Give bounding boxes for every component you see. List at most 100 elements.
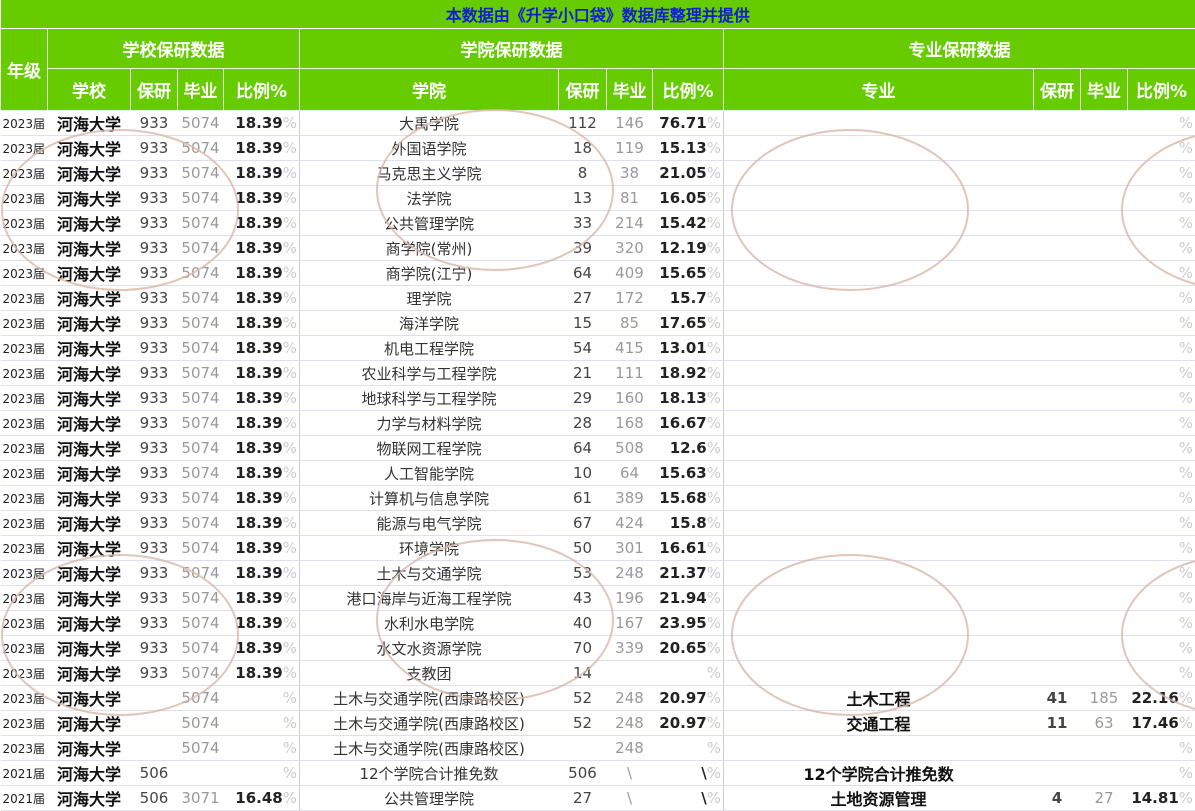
cell-school-graduates: 5074 — [178, 311, 224, 336]
cell-school-ratio: 18.39% — [224, 486, 300, 511]
school-baoyan-value: 933 — [140, 589, 169, 607]
school-baoyan-value: 933 — [140, 164, 169, 182]
college-value: 水利水电学院 — [384, 615, 474, 633]
cell-college-ratio: 21.37% — [653, 561, 724, 586]
cell-college: 公共管理学院 — [300, 786, 559, 811]
cell-school-graduates: 5074 — [178, 361, 224, 386]
college-graduates-value: 389 — [615, 489, 644, 507]
percent-sign: % — [283, 289, 297, 307]
cell-major-baoyan: 11 — [1034, 711, 1081, 736]
percent-sign: % — [283, 789, 297, 807]
school-graduates-value: 5074 — [181, 564, 219, 582]
college-value: 土木与交通学院(西康路校区) — [333, 690, 525, 708]
cell-grade: 2023届 — [1, 611, 48, 636]
college-baoyan-value: 14 — [573, 664, 592, 682]
cell-school-ratio: % — [224, 736, 300, 761]
college-graduates-value: 301 — [615, 539, 644, 557]
cell-school-ratio: 18.39% — [224, 186, 300, 211]
cell-major — [724, 561, 1034, 586]
college-ratio-value: 15.42 — [659, 214, 706, 232]
cell-school-graduates — [178, 761, 224, 786]
cell-major-baoyan — [1034, 486, 1081, 511]
cell-major — [724, 261, 1034, 286]
cell-college: 土木与交通学院(西康路校区) — [300, 686, 559, 711]
grade-value: 2023届 — [2, 592, 45, 606]
percent-sign: % — [283, 339, 297, 357]
grade-value: 2023届 — [2, 492, 45, 506]
cell-major — [724, 536, 1034, 561]
cell-major-graduates — [1081, 761, 1128, 786]
school-value: 河海大学 — [57, 540, 121, 559]
percent-sign: % — [283, 539, 297, 557]
school-graduates-value: 5074 — [181, 739, 219, 757]
cell-major-graduates — [1081, 236, 1128, 261]
cell-college-ratio: 18.13% — [653, 386, 724, 411]
college-value: 土木与交通学院(西康路校区) — [333, 740, 525, 758]
cell-major-baoyan — [1034, 286, 1081, 311]
college-graduates-value: 119 — [615, 139, 644, 157]
college-value: 理学院 — [406, 290, 451, 308]
school-graduates-value: 5074 — [181, 489, 219, 507]
percent-sign: % — [283, 214, 297, 232]
cell-grade: 2023届 — [1, 236, 48, 261]
cell-college-ratio: 20.65% — [653, 636, 724, 661]
school-baoyan-value: 933 — [140, 464, 169, 482]
cell-major-baoyan — [1034, 111, 1081, 136]
cell-major-baoyan — [1034, 136, 1081, 161]
cell-major-graduates — [1081, 736, 1128, 761]
grade-value: 2023届 — [2, 517, 45, 531]
school-ratio-value: 18.39 — [235, 364, 282, 382]
cell-college-graduates: 38 — [607, 161, 653, 186]
cell-college: 水利水电学院 — [300, 611, 559, 636]
percent-sign: % — [1179, 589, 1193, 607]
percent-sign: % — [707, 514, 721, 532]
school-ratio-value: 18.39 — [235, 389, 282, 407]
school-value: 河海大学 — [57, 440, 121, 459]
college-baoyan-value: 21 — [573, 364, 592, 382]
cell-school-graduates: 5074 — [178, 661, 224, 686]
school-graduates-value: 5074 — [181, 589, 219, 607]
school-baoyan-value: 933 — [140, 489, 169, 507]
cell-college: 土木与交通学院(西康路校区) — [300, 711, 559, 736]
college-ratio-value: 18.13 — [659, 389, 706, 407]
major-value: 交通工程 — [846, 715, 910, 734]
cell-college-ratio: 12.6% — [653, 436, 724, 461]
cell-major — [724, 211, 1034, 236]
cell-major-baoyan — [1034, 386, 1081, 411]
cell-major-ratio: % — [1128, 661, 1195, 686]
cell-school: 河海大学 — [48, 211, 131, 236]
cell-college-baoyan: 8 — [559, 161, 607, 186]
cell-college-baoyan: 13 — [559, 186, 607, 211]
school-value: 河海大学 — [57, 490, 121, 509]
cell-college-graduates: 146 — [607, 111, 653, 136]
cell-school-graduates: 5074 — [178, 411, 224, 436]
cell-major — [724, 511, 1034, 536]
college-ratio-value: 21.94 — [659, 589, 706, 607]
school-baoyan-value: 933 — [140, 214, 169, 232]
college-value: 支教团 — [406, 665, 451, 683]
percent-sign: % — [1179, 739, 1193, 757]
cell-major-ratio: % — [1128, 636, 1195, 661]
cell-major-ratio: % — [1128, 111, 1195, 136]
cell-college-graduates: 248 — [607, 736, 653, 761]
cell-major-baoyan — [1034, 361, 1081, 386]
percent-sign: % — [283, 689, 297, 707]
cell-school-baoyan: 933 — [131, 386, 178, 411]
college-value: 大禹学院 — [399, 115, 459, 133]
cell-major-graduates — [1081, 186, 1128, 211]
college-baoyan-value: 15 — [573, 314, 592, 332]
cell-major-graduates — [1081, 386, 1128, 411]
grade-value: 2023届 — [2, 342, 45, 356]
college-value: 商学院(江宁) — [386, 265, 473, 283]
college-ratio-value: 15.7 — [670, 289, 707, 307]
percent-sign: % — [1179, 314, 1193, 332]
cell-college-ratio: \% — [653, 786, 724, 811]
percent-sign: % — [1179, 114, 1193, 132]
cell-major-baoyan — [1034, 436, 1081, 461]
cell-major-baoyan: 41 — [1034, 686, 1081, 711]
college-value: 水文水资源学院 — [376, 640, 481, 658]
cell-major-graduates: 185 — [1081, 686, 1128, 711]
cell-major — [724, 586, 1034, 611]
